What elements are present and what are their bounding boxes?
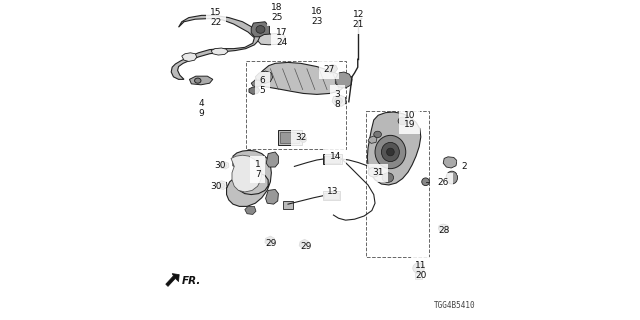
Polygon shape xyxy=(227,150,271,206)
Ellipse shape xyxy=(335,98,342,104)
Polygon shape xyxy=(255,71,273,84)
Text: 14: 14 xyxy=(330,152,341,161)
Polygon shape xyxy=(172,15,260,79)
Polygon shape xyxy=(368,136,377,143)
Bar xyxy=(323,191,340,200)
Ellipse shape xyxy=(368,167,380,177)
Polygon shape xyxy=(300,239,309,249)
Text: 15
22: 15 22 xyxy=(211,8,221,27)
Polygon shape xyxy=(245,206,256,214)
Polygon shape xyxy=(266,189,278,204)
Polygon shape xyxy=(367,112,421,185)
Polygon shape xyxy=(438,224,449,233)
Bar xyxy=(323,154,342,164)
Polygon shape xyxy=(166,274,179,286)
Text: 10
19: 10 19 xyxy=(404,111,415,129)
Ellipse shape xyxy=(220,183,225,188)
Text: 27: 27 xyxy=(323,65,335,74)
Text: 16
23: 16 23 xyxy=(311,7,323,26)
Polygon shape xyxy=(258,34,285,45)
Bar xyxy=(366,111,429,257)
Polygon shape xyxy=(251,22,269,37)
Text: 28: 28 xyxy=(438,226,450,235)
Text: 1
7: 1 7 xyxy=(255,160,260,179)
Text: 31: 31 xyxy=(372,168,383,177)
Polygon shape xyxy=(335,72,352,88)
Polygon shape xyxy=(249,87,260,94)
Ellipse shape xyxy=(381,142,399,162)
Polygon shape xyxy=(211,48,228,55)
Polygon shape xyxy=(220,162,229,169)
Text: 30: 30 xyxy=(211,182,221,191)
Text: 2: 2 xyxy=(462,162,467,171)
Bar xyxy=(324,156,340,163)
Ellipse shape xyxy=(375,135,406,169)
Text: 11
20: 11 20 xyxy=(415,261,426,280)
Text: 32: 32 xyxy=(295,133,307,142)
Ellipse shape xyxy=(422,178,429,186)
Bar xyxy=(283,201,293,209)
Polygon shape xyxy=(265,236,275,246)
Polygon shape xyxy=(182,53,197,61)
Text: 3
8: 3 8 xyxy=(335,90,340,108)
Bar xyxy=(280,132,300,143)
Text: FR.: FR. xyxy=(182,276,201,286)
Ellipse shape xyxy=(256,26,265,33)
Polygon shape xyxy=(231,155,262,192)
Ellipse shape xyxy=(374,131,381,138)
Polygon shape xyxy=(251,80,262,87)
Ellipse shape xyxy=(300,136,307,142)
Polygon shape xyxy=(255,62,346,94)
Text: 26: 26 xyxy=(437,178,449,187)
Polygon shape xyxy=(189,76,212,85)
Polygon shape xyxy=(217,181,227,189)
Ellipse shape xyxy=(221,163,227,168)
Text: 29: 29 xyxy=(266,239,277,248)
Ellipse shape xyxy=(382,173,394,182)
Bar xyxy=(278,130,302,145)
Text: 13: 13 xyxy=(327,188,339,196)
Text: 30: 30 xyxy=(214,161,226,170)
Ellipse shape xyxy=(446,171,458,184)
Polygon shape xyxy=(332,95,346,106)
Ellipse shape xyxy=(413,263,424,273)
Text: 6
5: 6 5 xyxy=(260,76,265,95)
Bar xyxy=(246,61,346,149)
Ellipse shape xyxy=(195,78,201,83)
Text: 12
21: 12 21 xyxy=(353,11,364,29)
Polygon shape xyxy=(266,152,278,167)
Bar xyxy=(415,273,422,279)
Polygon shape xyxy=(327,65,338,73)
Text: 4
9: 4 9 xyxy=(199,100,204,118)
Text: 17
24: 17 24 xyxy=(276,28,287,47)
Bar xyxy=(324,193,339,199)
Ellipse shape xyxy=(398,117,407,125)
Text: 29: 29 xyxy=(301,242,312,251)
Text: TGG4B5410: TGG4B5410 xyxy=(433,301,475,310)
Polygon shape xyxy=(443,157,457,168)
Text: 18
25: 18 25 xyxy=(271,3,282,21)
Ellipse shape xyxy=(387,148,394,156)
